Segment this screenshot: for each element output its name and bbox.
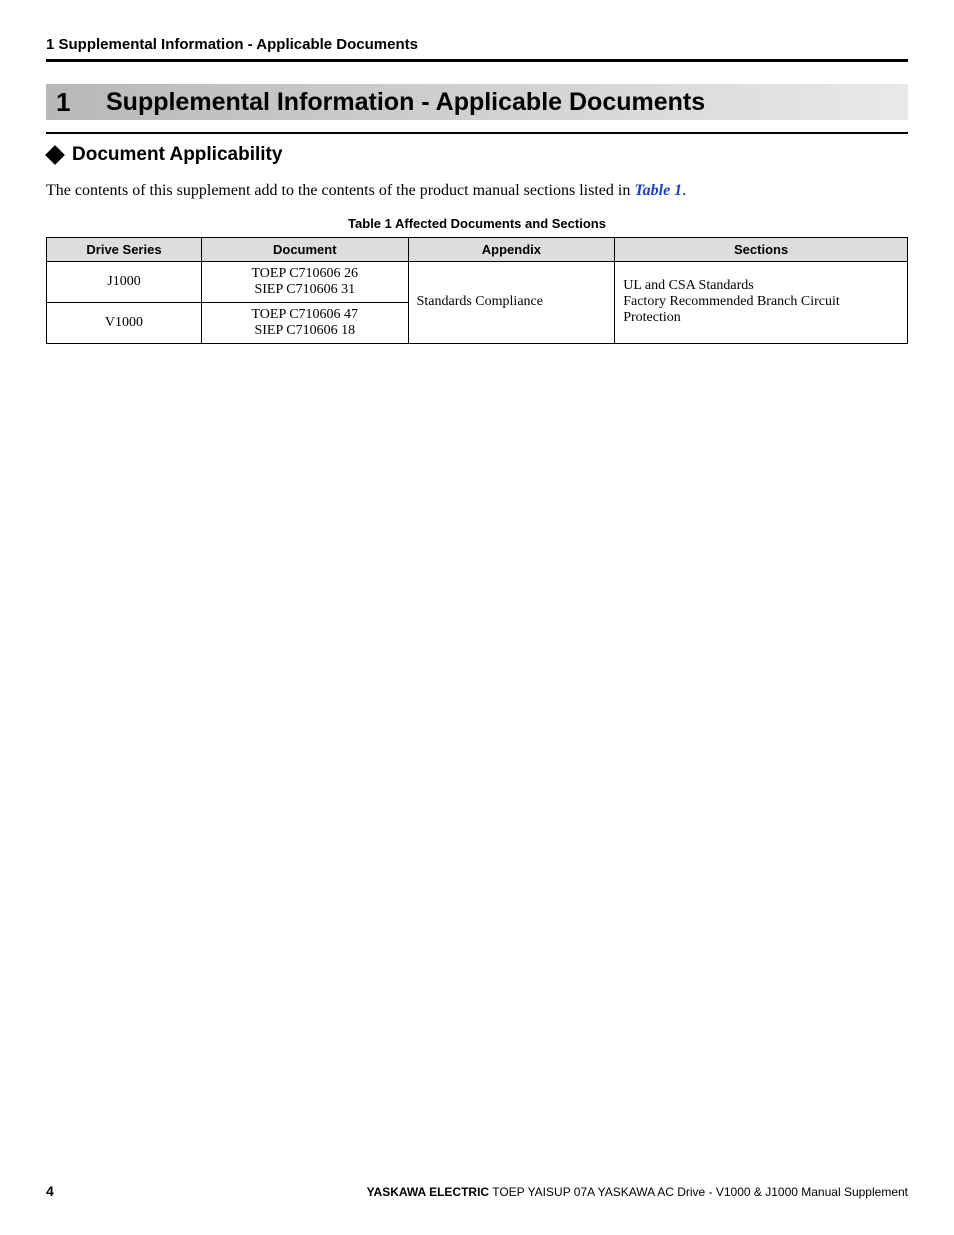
body-text-post: . xyxy=(682,182,686,199)
section-number: 1 xyxy=(46,87,100,118)
table-row: J1000 TOEP C710606 26 SIEP C710606 31 St… xyxy=(47,261,908,302)
cell-sections-merged: UL and CSA Standards Factory Recommended… xyxy=(615,261,908,343)
doc-line2: SIEP C710606 18 xyxy=(254,323,355,338)
section-title: Supplemental Information - Applicable Do… xyxy=(100,88,705,117)
th-document: Document xyxy=(201,237,408,261)
subsection-title: Document Applicability xyxy=(72,144,282,166)
sections-line2: Factory Recommended Branch Circuit Prote… xyxy=(623,294,840,325)
section-heading-band: 1 Supplemental Information - Applicable … xyxy=(46,84,908,120)
subsection-row: Document Applicability xyxy=(46,144,908,166)
table-1-link[interactable]: Table 1 xyxy=(634,182,682,199)
page-number: 4 xyxy=(46,1183,54,1199)
footer-rest: TOEP YAISUP 07A YASKAWA AC Drive - V1000… xyxy=(489,1185,908,1199)
body-text-pre: The contents of this supplement add to t… xyxy=(46,182,634,199)
cell-document: TOEP C710606 47 SIEP C710606 18 xyxy=(201,302,408,343)
th-drive-series: Drive Series xyxy=(47,237,202,261)
cell-appendix-merged: Standards Compliance xyxy=(408,261,615,343)
body-paragraph: The contents of this supplement add to t… xyxy=(46,180,908,202)
documents-table: Drive Series Document Appendix Sections … xyxy=(46,237,908,344)
page-footer: 4 YASKAWA ELECTRIC TOEP YAISUP 07A YASKA… xyxy=(46,1183,908,1199)
doc-line1: TOEP C710606 26 xyxy=(251,266,358,281)
cell-drive-series: V1000 xyxy=(47,302,202,343)
th-appendix: Appendix xyxy=(408,237,615,261)
table-header-row: Drive Series Document Appendix Sections xyxy=(47,237,908,261)
page-root: 1 Supplemental Information - Applicable … xyxy=(0,0,954,1235)
footer-text: YASKAWA ELECTRIC TOEP YAISUP 07A YASKAWA… xyxy=(367,1185,908,1199)
doc-line2: SIEP C710606 31 xyxy=(254,282,355,297)
cell-drive-series: J1000 xyxy=(47,261,202,302)
section-underline xyxy=(46,132,908,134)
doc-line1: TOEP C710606 47 xyxy=(251,307,358,322)
cell-document: TOEP C710606 26 SIEP C710606 31 xyxy=(201,261,408,302)
diamond-bullet-icon xyxy=(45,145,65,165)
running-head: 1 Supplemental Information - Applicable … xyxy=(46,36,908,57)
header-rule xyxy=(46,59,908,62)
table-caption: Table 1 Affected Documents and Sections xyxy=(46,216,908,231)
sections-line1: UL and CSA Standards xyxy=(623,278,754,293)
th-sections: Sections xyxy=(615,237,908,261)
footer-brand: YASKAWA ELECTRIC xyxy=(367,1185,489,1199)
